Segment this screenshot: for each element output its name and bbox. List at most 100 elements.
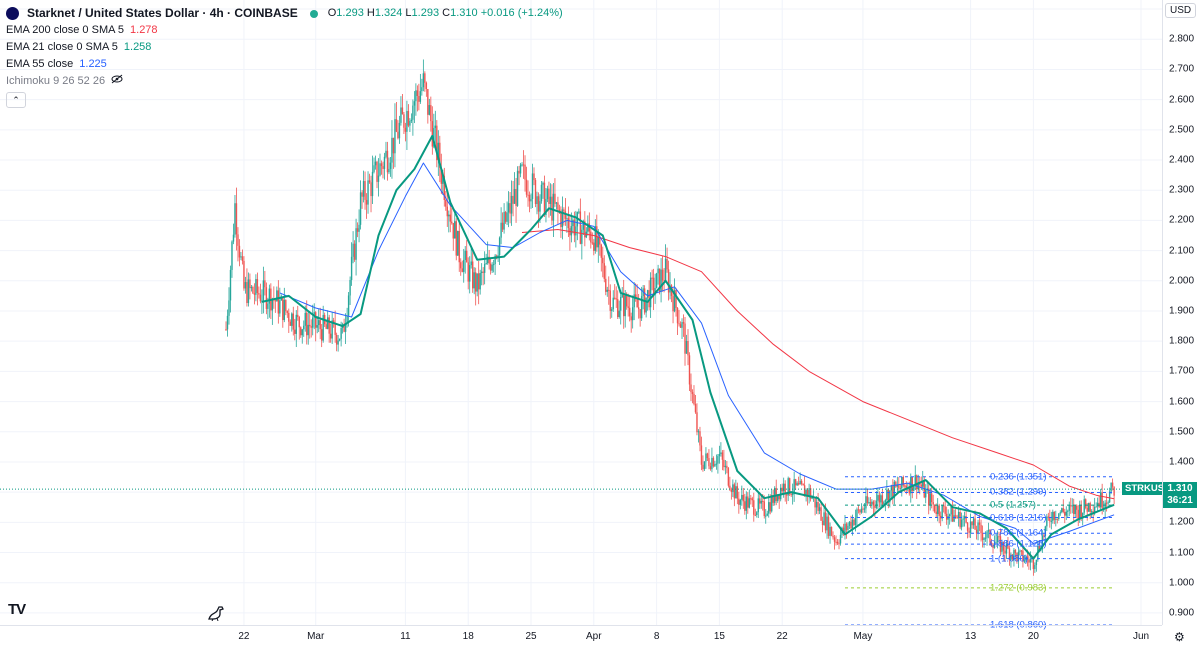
candle-body	[941, 505, 943, 519]
candle-body	[814, 496, 816, 508]
candle-body	[359, 192, 362, 225]
candle-body	[466, 250, 468, 263]
indicator-ema55[interactable]: EMA 55 close 1.225	[6, 56, 566, 73]
candle-body	[987, 529, 990, 532]
candle-body	[525, 179, 528, 195]
x-tick-label: May	[853, 631, 873, 642]
candle-body	[820, 507, 822, 521]
candle-body	[312, 317, 314, 328]
candle-body	[830, 526, 833, 536]
candle-body	[427, 89, 429, 115]
candle-body	[470, 261, 472, 266]
candle-body	[936, 505, 939, 515]
candle-body	[445, 199, 447, 207]
candle-body	[277, 290, 280, 314]
tradingview-logo[interactable]: TV	[8, 601, 26, 618]
candle-body	[476, 273, 478, 292]
candle-body	[395, 119, 398, 132]
candle-body	[506, 212, 508, 222]
candle-body	[492, 264, 495, 266]
candle-body	[621, 293, 623, 298]
candle-body	[898, 485, 900, 489]
candle-body	[561, 209, 564, 228]
candle-body	[1086, 507, 1088, 512]
candle-body	[1050, 520, 1053, 522]
candle-body	[933, 504, 936, 512]
y-tick-label: 1.600	[1169, 396, 1195, 408]
time-axis[interactable]: 22 Mar 11 18 25 Apr 8 15 22 May 13 20 Jun	[0, 625, 1162, 651]
candle-body	[611, 309, 613, 311]
candle-body	[972, 518, 975, 526]
candle-body	[1107, 502, 1109, 504]
candle-body	[790, 494, 792, 496]
candle-body	[1073, 505, 1075, 515]
candle-body	[317, 320, 320, 326]
currency-select[interactable]: USD	[1165, 3, 1197, 18]
collapse-legend-button[interactable]: ⌃	[6, 92, 26, 108]
candle-body	[1082, 512, 1084, 519]
candle-body	[555, 202, 558, 204]
candle-body	[700, 445, 703, 465]
candle-body	[1055, 518, 1057, 520]
candle-body	[959, 512, 961, 528]
price-axis[interactable]: 2.9002.8002.7002.6002.5002.4002.3002.200…	[1162, 0, 1200, 625]
candle-body	[587, 223, 589, 232]
candle-body	[893, 481, 896, 499]
candle-body	[584, 221, 586, 238]
candle-body	[950, 506, 952, 515]
candle-body	[539, 201, 541, 212]
candle-body	[821, 520, 824, 525]
candle-body	[673, 290, 676, 312]
candle-body	[996, 536, 999, 542]
candle-body	[407, 110, 410, 126]
candle-body	[1067, 510, 1069, 512]
gear-icon[interactable]: ⚙	[1174, 630, 1185, 644]
indicator-ema200[interactable]: EMA 200 close 0 SMA 5 1.278	[6, 22, 566, 39]
indicator-ichimoku[interactable]: Ichimoku 9 26 52 26	[6, 73, 566, 90]
candle-body	[944, 506, 946, 514]
candle-body	[1065, 511, 1067, 516]
candle-body	[301, 329, 303, 336]
candle-body	[560, 211, 562, 228]
eye-crossed-icon[interactable]	[111, 73, 123, 90]
candle-body	[966, 522, 969, 531]
candle-body	[724, 465, 727, 468]
candle-body	[688, 355, 691, 385]
chart-area[interactable]: Starknet / United States Dollar · 4h · C…	[0, 0, 1162, 631]
y-tick-label: 0.900	[1169, 607, 1195, 619]
candle-body	[832, 535, 834, 538]
candle-body	[458, 230, 460, 263]
price-chart[interactable]	[0, 0, 1162, 625]
candle-body	[267, 303, 269, 309]
candle-body	[501, 222, 504, 230]
candle-body	[992, 545, 994, 548]
candle-body	[307, 324, 309, 336]
candle-body	[335, 334, 338, 345]
candle-body	[268, 288, 271, 304]
candle-body	[404, 127, 407, 132]
ohlc-values: O1.293 H1.324 L1.293 C1.310 +0.016 (+1.2…	[327, 7, 563, 19]
candle-body	[818, 507, 821, 511]
candle-body	[552, 193, 555, 221]
candle-body	[280, 296, 283, 301]
candle-body	[657, 268, 659, 274]
candle-body	[1092, 511, 1094, 513]
candle-body	[769, 502, 771, 512]
symbol-title[interactable]: Starknet / United States Dollar · 4h · C…	[27, 6, 298, 20]
candle-body	[637, 307, 640, 310]
candle-body	[467, 262, 469, 282]
candle-body	[442, 175, 444, 184]
last-price: 1.310	[1167, 483, 1193, 495]
legend-title-row[interactable]: Starknet / United States Dollar · 4h · C…	[6, 5, 566, 22]
candle-body	[995, 541, 997, 544]
candle-body	[690, 384, 692, 393]
x-tick-label: 13	[965, 631, 977, 642]
candle-body	[829, 526, 831, 536]
candle-body	[733, 484, 736, 499]
series-line-ema-200	[521, 229, 1115, 500]
candle-body	[361, 192, 363, 197]
candle-body	[609, 290, 611, 311]
indicator-ema21[interactable]: EMA 21 close 0 SMA 5 1.258	[6, 39, 566, 56]
dino-icon[interactable]	[207, 605, 225, 626]
candle-body	[902, 476, 905, 486]
